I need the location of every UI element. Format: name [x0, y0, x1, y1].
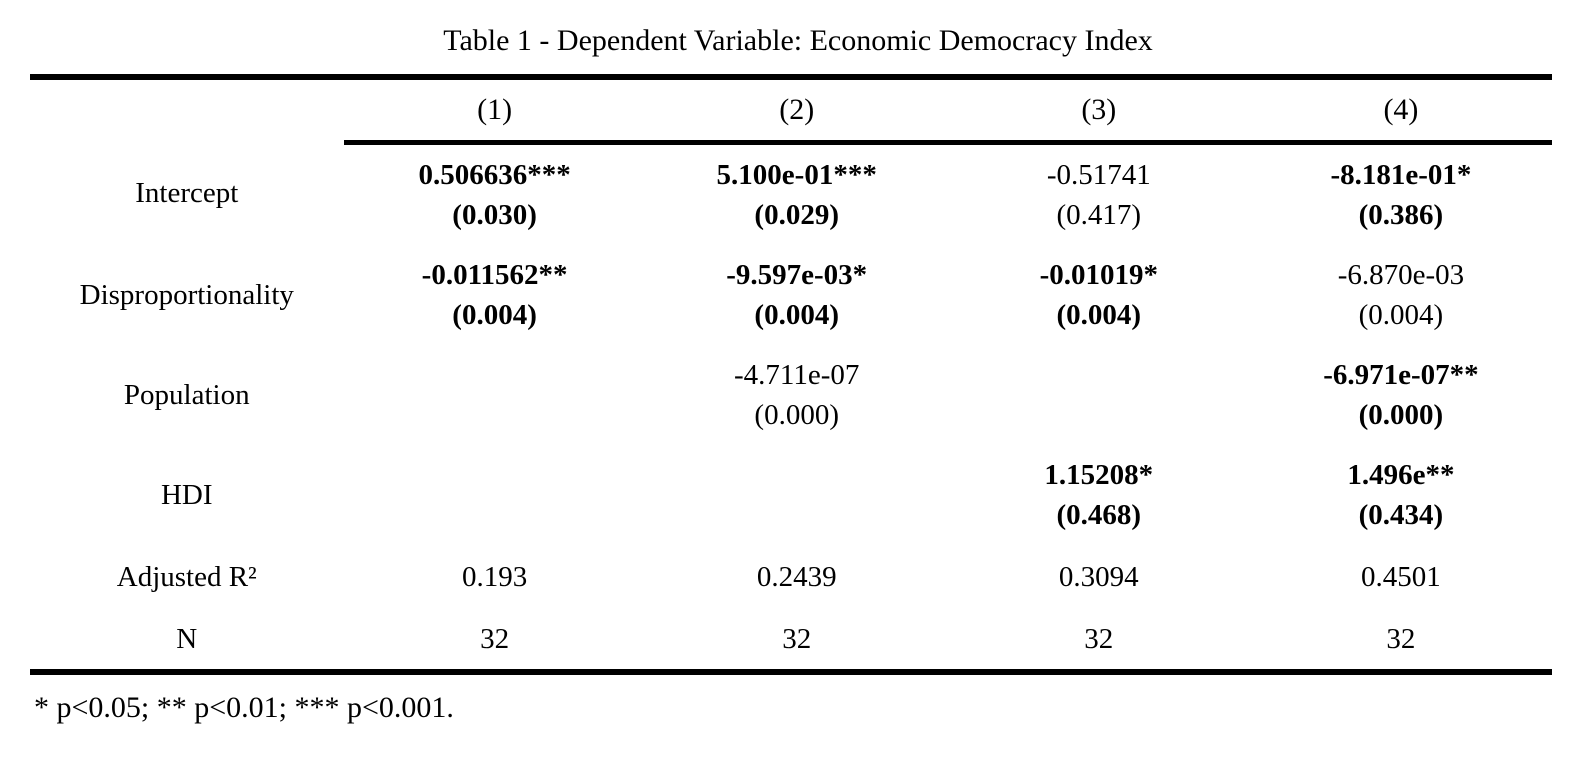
- significance-footnote: * p<0.05; ** p<0.01; *** p<0.001.: [34, 691, 454, 724]
- stat-value: 0.193: [461, 560, 528, 593]
- estimate-value: -6.971e-07**: [1323, 359, 1479, 391]
- row-label: Adjusted R²: [116, 560, 257, 593]
- table-row-disproportionality: Disproportionality -0.011562** (0.004) -…: [30, 245, 1552, 345]
- coef-cell: [344, 345, 646, 445]
- regression-table: (1) (2) (3) (4) Intercept 0.506636*** (0…: [30, 74, 1552, 675]
- estimate-value: -4.711e-07: [734, 359, 860, 391]
- std-error-value: (0.434): [1358, 499, 1444, 531]
- stat-value: 0.3094: [1058, 560, 1139, 593]
- coef-cell: -6.971e-07** (0.000): [1250, 345, 1552, 445]
- table-row-intercept: Intercept 0.506636*** (0.030) 5.100e-01*…: [30, 143, 1552, 246]
- coef-cell: -8.181e-01* (0.386): [1250, 143, 1552, 246]
- estimate-value: 1.15208*: [1044, 459, 1154, 491]
- stub-header: [30, 77, 344, 143]
- estimate-value: 5.100e-01***: [716, 159, 877, 191]
- stat-value: 32: [1084, 622, 1114, 655]
- std-error-value: (0.030): [452, 199, 537, 231]
- std-error-value: (0.000): [754, 399, 839, 431]
- column-header-1: (1): [343, 77, 646, 145]
- estimate-value: 0.506636***: [418, 159, 571, 191]
- coef-cell: 1.15208* (0.468): [948, 445, 1250, 545]
- coef-cell: -6.870e-03 (0.004): [1250, 245, 1552, 345]
- row-label: Intercept: [135, 177, 239, 210]
- table-row-adjusted-r2: Adjusted R² 0.193 0.2439 0.3094 0.4501: [30, 545, 1552, 609]
- std-error-value: (0.004): [1056, 299, 1142, 331]
- std-error-value: (0.000): [1358, 399, 1444, 431]
- estimate-value: -0.51741: [1046, 159, 1151, 191]
- stat-value: 0.2439: [756, 560, 837, 593]
- coef-cell: -0.01019* (0.004): [948, 245, 1250, 345]
- table-row-population: Population -4.711e-07 (0.000) -6.971e-07…: [30, 345, 1552, 445]
- stat-value: 0.4501: [1361, 560, 1441, 593]
- estimate-value: -0.011562**: [421, 259, 568, 291]
- row-label: Population: [123, 378, 250, 411]
- stat-value: 32: [1386, 622, 1416, 655]
- coef-cell: -0.51741 (0.417): [948, 143, 1250, 246]
- coef-cell: 1.496e** (0.434): [1250, 445, 1552, 545]
- std-error-value: (0.004): [1358, 299, 1444, 331]
- estimate-value: -6.870e-03: [1337, 259, 1465, 291]
- row-label: N: [176, 622, 198, 655]
- column-header-3: (3): [947, 77, 1250, 145]
- row-label: HDI: [160, 478, 213, 511]
- table-row-n: N 32 32 32 32: [30, 609, 1552, 672]
- std-error-value: (0.004): [452, 299, 537, 331]
- coef-cell: -0.011562** (0.004): [344, 245, 646, 345]
- coef-cell: [344, 445, 646, 545]
- column-header-4: (4): [1249, 77, 1552, 145]
- std-error-value: (0.029): [754, 199, 839, 231]
- table-row-hdi: HDI 1.15208* (0.468) 1.496e** (0.434): [30, 445, 1552, 545]
- row-label: Disproportionality: [79, 278, 294, 311]
- coef-cell: [948, 345, 1250, 445]
- std-error-value: (0.468): [1056, 499, 1142, 531]
- estimate-value: 1.496e**: [1347, 459, 1455, 491]
- std-error-value: (0.004): [754, 299, 839, 331]
- coef-cell: 0.506636*** (0.030): [344, 143, 646, 246]
- column-header-row: (1) (2) (3) (4): [30, 77, 1552, 145]
- column-header-2: (2): [645, 77, 948, 145]
- coef-cell: -9.597e-03* (0.004): [646, 245, 948, 345]
- std-error-value: (0.417): [1056, 199, 1142, 231]
- coef-cell: -4.711e-07 (0.000): [646, 345, 948, 445]
- estimate-value: -0.01019*: [1039, 259, 1159, 291]
- stat-value: 32: [782, 622, 812, 655]
- table-title: Table 1 - Dependent Variable: Economic D…: [443, 24, 1153, 57]
- std-error-value: (0.386): [1358, 199, 1444, 231]
- stat-value: 32: [480, 622, 510, 655]
- coef-cell: 5.100e-01*** (0.029): [646, 143, 948, 246]
- estimate-value: -9.597e-03*: [726, 259, 868, 291]
- estimate-value: -8.181e-01*: [1330, 159, 1472, 191]
- coef-cell: [646, 445, 948, 545]
